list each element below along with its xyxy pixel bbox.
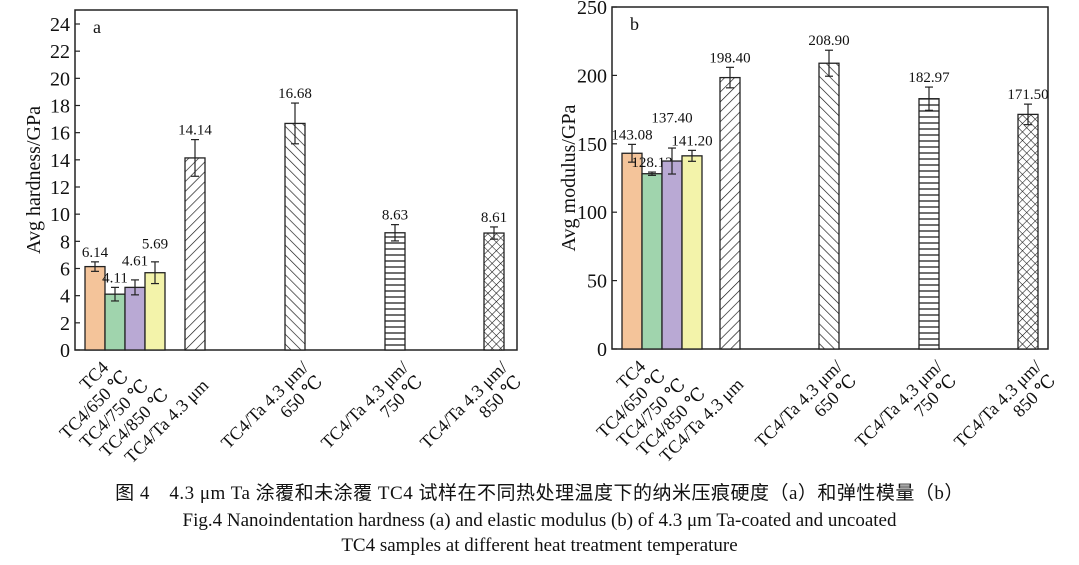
y-tick-label: 4 bbox=[60, 286, 70, 308]
data-label: 137.40 bbox=[651, 110, 692, 126]
x-tick-label: TC4/Ta 4.3 μm/750 ℃ bbox=[851, 356, 961, 466]
y-tick-label: 22 bbox=[50, 41, 70, 63]
y-tick-label: 100 bbox=[577, 202, 607, 224]
y-tick-label: 24 bbox=[50, 14, 70, 36]
y-tick-label: 250 bbox=[577, 0, 607, 19]
bar bbox=[124, 286, 146, 351]
y-tick-label: 2 bbox=[60, 313, 70, 335]
bar bbox=[681, 155, 703, 350]
y-tick-label: 14 bbox=[50, 150, 70, 172]
data-label: 182.97 bbox=[908, 70, 950, 86]
data-label: 16.68 bbox=[278, 86, 312, 102]
bar bbox=[483, 232, 505, 351]
data-label: 143.08 bbox=[611, 127, 652, 143]
chart-modulus: b 0 50 100 150 200 250 Avg modulus/GPa 143.08 TC4… bbox=[558, 0, 1059, 466]
y-tick-label: 50 bbox=[587, 271, 607, 293]
data-label: 8.63 bbox=[382, 208, 408, 224]
data-label: 198.40 bbox=[709, 50, 750, 66]
y-tick-label: 10 bbox=[50, 204, 70, 226]
y-tick-label: 6 bbox=[60, 259, 70, 281]
y-axis-label: Avg hardness/GPa bbox=[23, 106, 45, 254]
data-label: 4.61 bbox=[122, 253, 148, 269]
data-label: 208.90 bbox=[808, 33, 849, 49]
y-tick-label: 0 bbox=[597, 339, 607, 361]
bar bbox=[719, 76, 741, 350]
x-tick-label: TC4/Ta 4.3 μm/850 ℃ bbox=[950, 356, 1060, 466]
bar bbox=[384, 232, 406, 351]
y-tick-label: 12 bbox=[50, 177, 70, 199]
y-tick-label: 200 bbox=[577, 65, 607, 87]
bar bbox=[818, 62, 840, 350]
data-label: 6.14 bbox=[82, 245, 109, 261]
panel-label: a bbox=[93, 17, 101, 37]
bar bbox=[144, 272, 166, 351]
y-tick-label: 0 bbox=[60, 340, 70, 362]
data-label: 141.20 bbox=[671, 133, 712, 149]
bar bbox=[184, 157, 206, 351]
bar bbox=[284, 122, 306, 351]
caption-chinese: 图 4 4.3 μm Ta 涂覆和未涂覆 TC4 试样在不同热处理温度下的纳米压… bbox=[115, 483, 964, 504]
bar bbox=[661, 160, 683, 350]
data-label: 14.14 bbox=[178, 123, 212, 139]
data-label: 8.61 bbox=[481, 210, 507, 226]
y-tick-label: 16 bbox=[50, 123, 70, 145]
y-tick-label: 20 bbox=[50, 68, 70, 90]
bar bbox=[104, 293, 126, 351]
caption-english-line1: Fig.4 Nanoindentation hardness (a) and e… bbox=[182, 510, 897, 531]
bar bbox=[621, 152, 643, 350]
bar bbox=[1017, 113, 1039, 350]
x-tick-label: TC4/Ta 4.3 μm/650 ℃ bbox=[217, 357, 327, 467]
y-tick-label: 8 bbox=[60, 231, 70, 253]
x-tick-label: TC4/Ta 4.3 μm/650 ℃ bbox=[751, 356, 861, 466]
x-tick-label: TC4/Ta 4.3 μm/850 ℃ bbox=[416, 357, 526, 467]
panel-label: b bbox=[630, 14, 639, 34]
y-axis-label: Avg modulus/GPa bbox=[558, 104, 580, 251]
data-label: 171.50 bbox=[1007, 87, 1048, 103]
bar bbox=[918, 98, 940, 350]
x-tick-label: TC4/Ta 4.3 μm/750 ℃ bbox=[317, 357, 427, 467]
y-tick-label: 150 bbox=[577, 134, 607, 156]
data-label: 5.69 bbox=[142, 236, 168, 252]
caption-english-line2: TC4 samples at different heat treatment … bbox=[341, 535, 738, 556]
bar bbox=[641, 173, 663, 350]
y-tick-label: 18 bbox=[50, 96, 70, 118]
data-label: 4.11 bbox=[102, 270, 128, 286]
